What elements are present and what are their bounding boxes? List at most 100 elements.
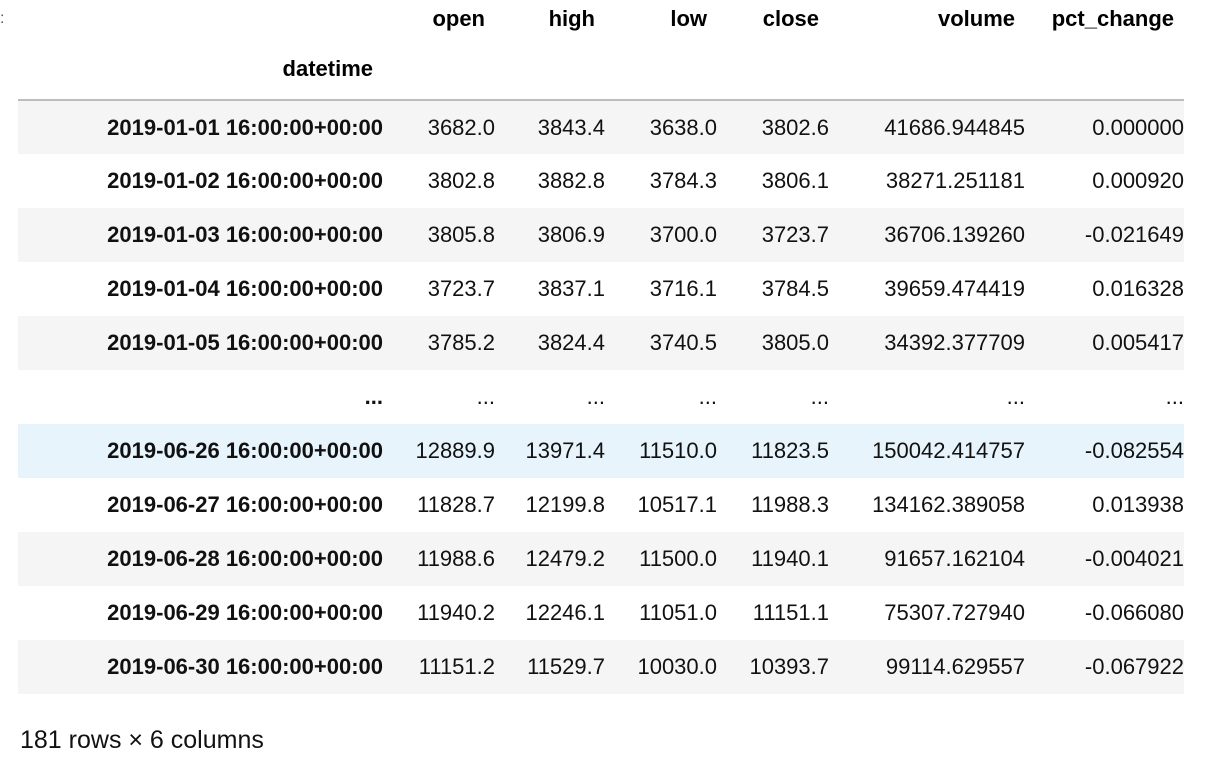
table-row: 2019-06-28 16:00:00+00:00 11988.6 12479.2 1… — [18, 532, 1184, 586]
table-row: 2019-06-29 16:00:00+00:00 11940.2 12246.1 1… — [18, 586, 1184, 640]
row-index-label: 2019-06-29 16:00:00+00:00 — [107, 600, 383, 625]
table-cell-low: 10030.0 — [637, 654, 717, 679]
column-header-pct-change: pct_change — [1051, 6, 1174, 31]
table-cell-volume: 39659.474419 — [884, 276, 1025, 301]
table-cell-volume: 41686.944845 — [884, 114, 1025, 140]
table-cell-high: 3824.4 — [537, 330, 605, 355]
table-cell-close: 3805.0 — [761, 330, 829, 355]
dataframe-shape-summary: 181 rows × 6 columns — [20, 726, 264, 754]
table-cell-close: 11940.1 — [751, 546, 829, 571]
table-cell-volume: 150042.414757 — [872, 438, 1025, 463]
table-cell-close: 11823.5 — [751, 438, 829, 463]
table-cell-open: 3805.8 — [427, 222, 495, 247]
table-row: 2019-01-02 16:00:00+00:00 3802.8 3882.8 378… — [18, 154, 1184, 208]
table-cell-low: 10517.1 — [637, 492, 717, 517]
row-index-label: 2019-01-01 16:00:00+00:00 — [107, 114, 383, 140]
table-cell-volume: 134162.389058 — [872, 492, 1025, 517]
table-cell-volume: 91657.162104 — [884, 546, 1025, 571]
index-name-row: datetime — [18, 38, 1184, 101]
row-index-label: 2019-06-28 16:00:00+00:00 — [107, 546, 383, 571]
row-index-label: 2019-01-04 16:00:00+00:00 — [107, 276, 383, 301]
table-cell-low: 11051.0 — [639, 600, 717, 625]
table-cell-volume: 99114.629557 — [885, 654, 1025, 679]
empty-header-cell — [605, 38, 717, 101]
table-cell-close: 11151.1 — [752, 600, 829, 625]
column-header-row: open high low close volume pct_change — [18, 0, 1184, 38]
table-cell-low: 3638.0 — [649, 114, 717, 140]
table-cell-high: 13971.4 — [525, 438, 605, 463]
table-cell-pct-change: 0.000000 — [1092, 114, 1184, 140]
table-cell-pct-change: -0.004021 — [1084, 546, 1184, 571]
table-row: 2019-01-04 16:00:00+00:00 3723.7 3837.1 371… — [18, 262, 1184, 316]
column-header-close: close — [762, 6, 819, 31]
column-header-high: high — [548, 6, 595, 31]
table-cell-volume: 36706.139260 — [884, 222, 1025, 247]
table-cell-high: ... — [586, 384, 605, 409]
table-cell-open: 3802.8 — [427, 168, 495, 193]
table-row: 2019-01-03 16:00:00+00:00 3805.8 3806.9 370… — [18, 208, 1184, 262]
table-cell-close: 3723.7 — [761, 222, 829, 247]
table-cell-pct-change: 0.000920 — [1092, 168, 1184, 193]
table-cell-volume: 75307.727940 — [884, 600, 1025, 625]
table-cell-close: 10393.7 — [749, 654, 829, 679]
empty-header-cell — [717, 38, 829, 101]
empty-header-cell — [383, 38, 495, 101]
row-index-label: ... — [364, 384, 383, 409]
column-header-low: low — [670, 6, 707, 31]
empty-header-cell — [495, 38, 605, 101]
table-cell-close: 3802.6 — [761, 114, 829, 140]
row-index-label: 2019-06-30 16:00:00+00:00 — [107, 654, 383, 679]
table-cell-high: 3843.4 — [537, 114, 605, 140]
row-index-label: 2019-01-05 16:00:00+00:00 — [107, 330, 383, 355]
table-cell-open: 12889.9 — [415, 438, 495, 463]
table-cell-pct-change: -0.066080 — [1084, 600, 1184, 625]
table-cell-volume: ... — [1006, 384, 1025, 409]
table-row: 2019-06-26 16:00:00+00:00 12889.9 13971.4 1… — [18, 424, 1184, 478]
table-cell-pct-change: ... — [1165, 384, 1184, 409]
dataframe-table: open high low close volume pct_change da… — [18, 0, 1184, 694]
table-cell-pct-change: 0.013938 — [1092, 492, 1184, 517]
table-cell-open: 11828.7 — [417, 492, 495, 517]
table-row: 2019-06-27 16:00:00+00:00 11828.7 12199.8 1… — [18, 478, 1184, 532]
table-cell-pct-change: -0.067922 — [1084, 654, 1184, 679]
table-cell-low: 3740.5 — [649, 330, 717, 355]
table-cell-low: 11500.0 — [639, 546, 717, 571]
row-index-label: 2019-01-03 16:00:00+00:00 — [107, 222, 383, 247]
table-cell-high: 12199.8 — [525, 492, 605, 517]
row-index-label: 2019-06-26 16:00:00+00:00 — [107, 438, 383, 463]
table-cell-open: 3682.0 — [427, 114, 495, 140]
table-cell-high: 12479.2 — [525, 546, 605, 571]
table-cell-low: 3784.3 — [649, 168, 717, 193]
table-cell-pct-change: -0.021649 — [1084, 222, 1184, 247]
table-cell-high: 3882.8 — [537, 168, 605, 193]
empty-header-cell — [1025, 38, 1184, 101]
table-cell-volume: 38271.251181 — [885, 168, 1025, 193]
table-cell-open: 11940.2 — [417, 600, 495, 625]
table-cell-close: ... — [810, 384, 829, 409]
table-row: 2019-01-05 16:00:00+00:00 3785.2 3824.4 374… — [18, 316, 1184, 370]
table-row: 2019-01-01 16:00:00+00:00 3682.0 3843.4 363… — [18, 100, 1184, 154]
column-header-volume: volume — [937, 6, 1015, 31]
table-row: 2019-06-30 16:00:00+00:00 11151.2 11529.7 1… — [18, 640, 1184, 694]
column-header-open: open — [432, 6, 485, 31]
empty-header-cell — [829, 38, 1025, 101]
table-cell-close: 11988.3 — [751, 492, 829, 517]
header-corner — [18, 0, 383, 38]
table-cell-low: 3716.1 — [649, 276, 717, 301]
table-cell-open: 3785.2 — [427, 330, 495, 355]
table-cell-pct-change: 0.005417 — [1092, 330, 1184, 355]
table-cell-volume: 34392.377709 — [884, 330, 1025, 355]
table-cell-high: 12246.1 — [525, 600, 605, 625]
table-header: open high low close volume pct_change da… — [18, 0, 1184, 101]
table-cell-open: ... — [476, 384, 495, 409]
table-cell-close: 3784.5 — [761, 276, 829, 301]
table-cell-open: 3723.7 — [427, 276, 495, 301]
cell-edge-marker: : — [0, 10, 3, 32]
table-cell-open: 11151.2 — [418, 654, 495, 679]
table-cell-high: 3837.1 — [537, 276, 605, 301]
table-cell-close: 3806.1 — [761, 168, 829, 193]
index-name-header: datetime — [18, 38, 383, 101]
table-cell-pct-change: -0.082554 — [1084, 438, 1184, 463]
table-cell-low: 3700.0 — [649, 222, 717, 247]
table-cell-high: 3806.9 — [537, 222, 605, 247]
